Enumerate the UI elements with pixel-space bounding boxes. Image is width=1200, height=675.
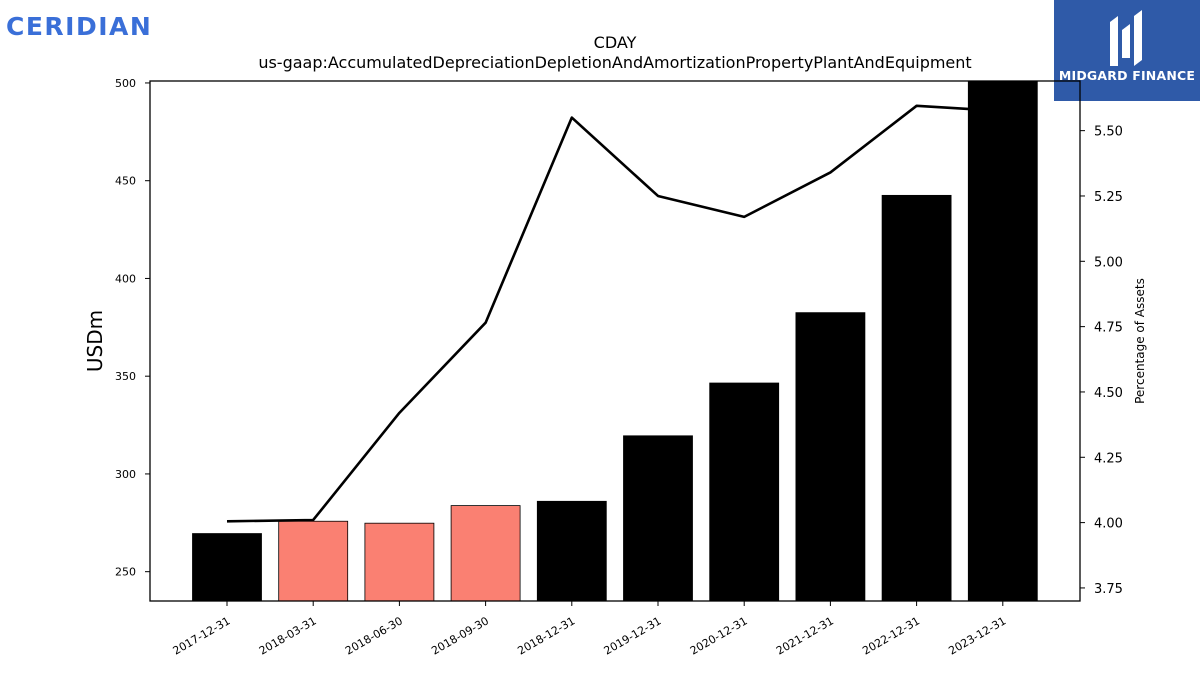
x-tick-label: 2023-12-31: [946, 614, 1008, 657]
plot-frame: [149, 80, 1081, 602]
bar-2020-12-31: [709, 382, 780, 602]
midgard-emblem-icon: [1110, 10, 1142, 66]
y-tick-label: 400: [115, 272, 136, 285]
y-tick-label: 450: [115, 175, 136, 188]
midgard-finance-logo: MIDGARD FINANCE: [1054, 0, 1200, 101]
x-axis-ticks: 2017-12-31 2018-03-31 2018-06-30 2018-09-30…: [171, 601, 1008, 658]
chart-title: CDAY: [594, 33, 637, 52]
x-tick-label: 2020-12-31: [688, 614, 750, 657]
bar-2021-12-31: [795, 312, 866, 602]
bar-2017-12-31: [192, 533, 262, 602]
bar-series: [192, 80, 1038, 602]
y2-tick-label: 4.25: [1094, 451, 1123, 466]
y2-tick-label: 4.50: [1094, 386, 1123, 401]
bar-2018-03-31: [278, 520, 349, 602]
ceridian-logo: CERIDIAN: [6, 12, 153, 41]
y-tick-label: 300: [115, 468, 136, 481]
y2-axis-label: Percentage of Assets: [1133, 278, 1147, 404]
y2-tick-label: 5.00: [1094, 255, 1123, 270]
y-tick-label: 250: [115, 566, 136, 579]
y-tick-label: 350: [115, 370, 136, 383]
bar-2022-12-31: [881, 194, 952, 602]
x-tick-label: 2018-03-31: [257, 614, 319, 657]
right-axis-ticks: 3.75 4.00 4.25 4.50 4.75 5.00 5.25 5.50: [1080, 125, 1123, 597]
line-series: [226, 104, 1003, 523]
bar-2018-12-31: [536, 500, 607, 602]
bar-2019-12-31: [623, 435, 693, 602]
chart-subtitle: us-gaap:AccumulatedDepreciationDepletion…: [258, 53, 971, 72]
x-tick-label: 2017-12-31: [171, 614, 233, 657]
x-tick-label: 2018-06-30: [343, 614, 405, 657]
bar-2023-12-31: [967, 80, 1038, 602]
y2-tick-label: 4.00: [1094, 517, 1123, 532]
bar-2018-09-30: [450, 505, 521, 602]
percentage-of-assets-line: [226, 104, 1003, 523]
x-tick-label: 2019-12-31: [602, 614, 664, 657]
y2-tick-label: 5.50: [1094, 125, 1123, 140]
left-axis-ticks: 250 300 350 400 450 500: [115, 77, 150, 579]
x-tick-label: 2021-12-31: [774, 614, 836, 657]
y2-tick-label: 3.75: [1094, 582, 1123, 597]
y2-tick-label: 5.25: [1094, 190, 1123, 205]
bar-2018-06-30: [364, 522, 435, 602]
x-tick-label: 2018-12-31: [515, 614, 577, 657]
x-tick-label: 2022-12-31: [860, 614, 922, 657]
midgard-finance-text: MIDGARD FINANCE: [1058, 68, 1196, 83]
y-tick-label: 500: [115, 77, 136, 90]
y-axis-label: USDm: [83, 310, 107, 372]
y2-tick-label: 4.75: [1094, 321, 1123, 336]
x-tick-label: 2018-09-30: [429, 614, 491, 657]
